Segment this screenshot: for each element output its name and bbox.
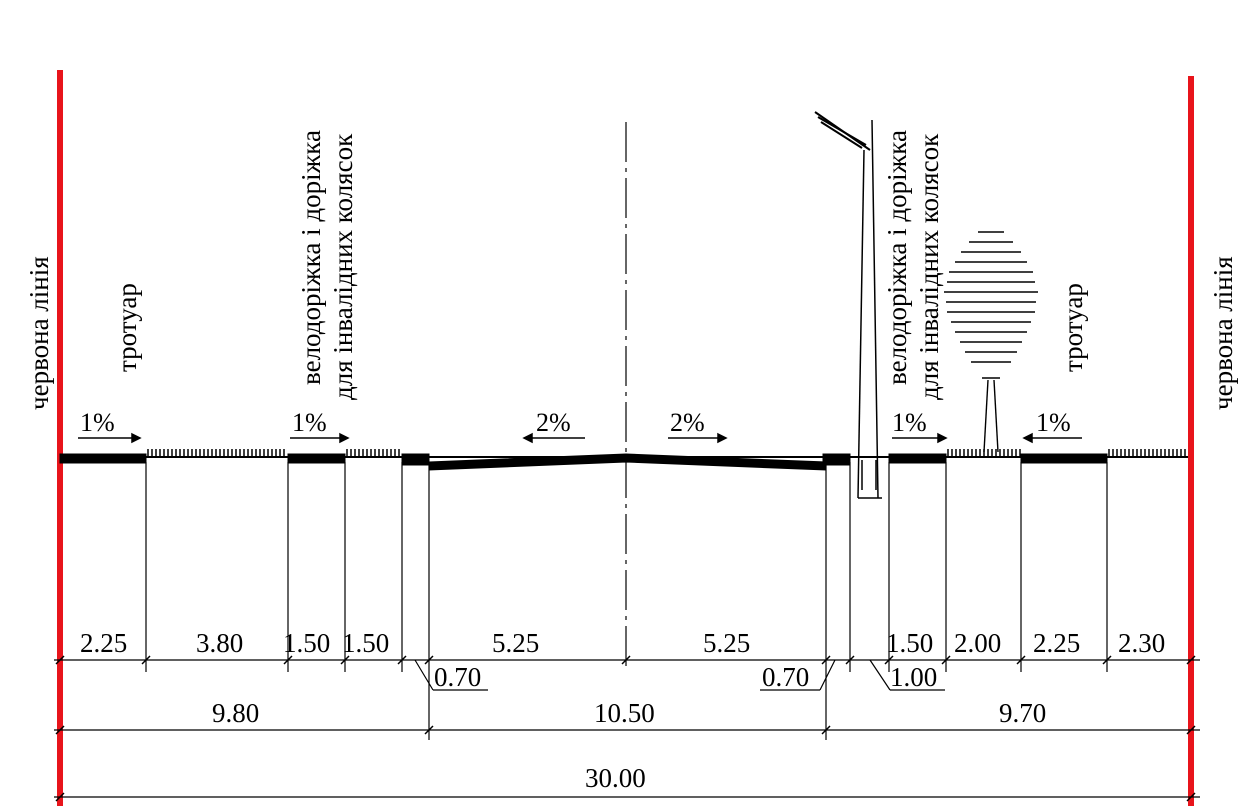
ground-profile [59, 453, 1188, 471]
dimension-value: 2.25 [80, 628, 127, 658]
sidewalk-label-right: тротуар [1058, 283, 1088, 372]
red-line-label-left: червона лінія [24, 256, 54, 410]
dimension-total: 30.00 [585, 763, 646, 793]
dimension-value-small: 0.70 [762, 662, 809, 692]
slope-label: 1% [892, 408, 927, 437]
bike-lane-right-pavement [888, 453, 947, 464]
section-boundaries [145, 462, 1108, 740]
sidewalk-label-left: тротуар [112, 283, 142, 372]
dimension-value: 5.25 [492, 628, 539, 658]
dimension-value: 1.50 [283, 628, 330, 658]
dimension-value: 3.80 [196, 628, 243, 658]
slope-label: 1% [292, 408, 327, 437]
lawn-hatching [147, 449, 1186, 456]
tree-icon [944, 231, 1038, 453]
curb-left [401, 453, 430, 466]
bike-lane-label-right-line2: для інвалідних колясок [914, 133, 944, 400]
sidewalk-right-pavement [1020, 453, 1108, 464]
bike-lane-label-left-line2: для інвалідних колясок [328, 133, 358, 400]
lamp-post-icon [814, 111, 882, 499]
dimension-value: 1.50 [886, 628, 933, 658]
sidewalk-left-pavement [59, 453, 147, 464]
dimension-value-small: 0.70 [434, 662, 481, 692]
dimension-value: 2.25 [1033, 628, 1080, 658]
dimension-value: 2.30 [1118, 628, 1165, 658]
slope-label: 1% [80, 408, 115, 437]
slope-label: 1% [1036, 408, 1071, 437]
dimension-ticks [55, 655, 1196, 802]
bike-lane-label-right-line1: велодоріжка і доріжка [882, 130, 912, 385]
slope-label: 2% [536, 408, 571, 437]
dimension-value: 2.00 [954, 628, 1001, 658]
bike-lane-left-pavement [287, 453, 346, 464]
slope-arrows [78, 432, 1082, 444]
curb-right [822, 453, 851, 466]
dimension-value: 5.25 [703, 628, 750, 658]
red-line-label-right: червона лінія [1208, 256, 1238, 410]
dimension-value-small: 1.00 [890, 662, 937, 692]
dimension-value: 9.80 [212, 698, 259, 728]
bike-lane-label-left-line1: велодоріжка і доріжка [296, 130, 326, 385]
dimension-value: 1.50 [342, 628, 389, 658]
dimension-value: 9.70 [999, 698, 1046, 728]
slope-label: 2% [670, 408, 705, 437]
dimension-value: 10.50 [594, 698, 655, 728]
